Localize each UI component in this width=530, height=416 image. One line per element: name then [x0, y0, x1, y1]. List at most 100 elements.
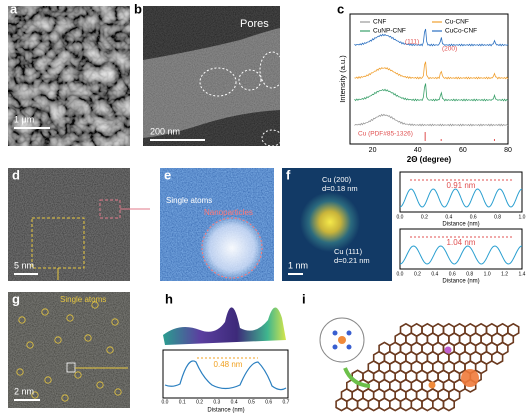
xrd-curve — [354, 113, 509, 127]
annotation: d=0.21 nm — [334, 256, 370, 265]
atom-marker — [44, 376, 52, 384]
atom-marker — [16, 368, 24, 376]
panel-label: e — [164, 167, 171, 182]
spacing-label: 0.48 nm — [214, 360, 243, 369]
scale-label: 2 nm — [14, 386, 34, 396]
fft-spot — [300, 192, 360, 252]
annotation: Single atoms — [60, 295, 106, 304]
annotation: Single atoms — [166, 196, 212, 205]
cluster — [461, 369, 479, 387]
plot-frame — [399, 171, 523, 213]
haadf-texture — [8, 292, 130, 408]
panel-label: a — [10, 1, 18, 16]
tick-label: 0.8 — [466, 271, 473, 277]
plot-frame — [349, 13, 509, 145]
hexagon — [378, 397, 391, 412]
tick-label: 0.6 — [470, 214, 477, 220]
hexagon — [356, 397, 370, 412]
atom-marker — [41, 308, 49, 316]
tick-label: 0.3 — [213, 399, 220, 405]
atom-marker — [66, 314, 74, 322]
plot-frame — [399, 228, 523, 270]
tick-label: 0.4 — [445, 214, 452, 220]
atom-marker — [18, 316, 26, 324]
tick-label: 80 — [504, 147, 512, 154]
tick-label: 0.4 — [431, 271, 438, 277]
zoom-box — [99, 199, 121, 219]
profile-line — [164, 360, 287, 391]
pore-outlines — [199, 51, 285, 147]
panel-label: d — [12, 167, 20, 182]
hexagon — [491, 350, 504, 366]
tick-label: 1.0 — [484, 271, 491, 277]
tick-label: 0.0 — [397, 271, 404, 277]
profile-line — [399, 188, 523, 208]
hexagon — [421, 397, 434, 412]
scale-label: 1 nm — [288, 260, 308, 270]
tick-label: 0.6 — [449, 271, 456, 277]
scale-label: 1 μm — [14, 114, 34, 124]
xrd-curve — [354, 83, 509, 102]
atom-marker — [111, 318, 119, 326]
tick-label: 0.5 — [248, 399, 255, 405]
tick-label: 1.4 — [519, 271, 526, 277]
arrow — [343, 367, 371, 388]
profile-line — [399, 245, 523, 265]
tick-label: 1.0 — [519, 214, 526, 220]
xrd-curve — [354, 61, 509, 80]
panel-label: c — [337, 1, 344, 16]
axis-label: Distance (nm) — [442, 222, 479, 228]
atom-marker — [84, 334, 92, 342]
atom-marker — [106, 346, 114, 354]
tick-label: 0.4 — [231, 399, 238, 405]
annotation: Nanoparticles — [204, 208, 253, 217]
tick-label: 0.7 — [283, 399, 290, 405]
atom-marker — [61, 394, 69, 402]
haadf-texture — [8, 168, 130, 281]
legend-label: CNF — [373, 19, 386, 26]
legend-label: CuNP-CNF — [373, 28, 406, 35]
tick-label: 20 — [369, 147, 377, 154]
tick-label: 0.2 — [414, 271, 421, 277]
reference-label: Cu (PDF#85-1326) — [358, 131, 413, 138]
surface-plot — [163, 307, 286, 345]
atom-markers — [16, 301, 122, 402]
hexagon — [399, 397, 413, 412]
atom-marker — [31, 391, 39, 399]
axis-label: 2Θ (degree) — [407, 155, 452, 164]
panel-label: h — [165, 291, 173, 306]
tick-label: 0.0 — [162, 399, 169, 405]
tick-label: 0.2 — [196, 399, 203, 405]
tick-label: 0.1 — [179, 399, 186, 405]
axis-label: Intensity (a.u.) — [338, 55, 347, 103]
hexagon — [410, 397, 423, 412]
atom-marker — [91, 301, 99, 309]
atom-marker — [54, 336, 62, 344]
atom-marker — [26, 341, 34, 349]
axis-label: Distance (nm) — [442, 279, 479, 285]
particle-outline — [201, 217, 263, 279]
molecule — [319, 317, 365, 363]
xrd-curve — [354, 28, 509, 47]
tick-label: 40 — [414, 147, 422, 154]
panel-label: g — [12, 291, 20, 306]
legend-label: Cu-CNF — [445, 19, 469, 26]
sem-texture — [8, 6, 130, 146]
peak-label: (200) — [442, 46, 457, 53]
hexagon — [389, 397, 402, 412]
xrd-curves — [354, 28, 509, 141]
panel-label: b — [134, 1, 142, 16]
tick-label: 0.6 — [265, 399, 272, 405]
lattice — [335, 322, 520, 412]
stem-texture — [143, 6, 280, 146]
spacing-label: 0.91 nm — [447, 181, 476, 190]
hexagon — [346, 397, 359, 412]
hexagon — [442, 397, 455, 412]
tick-label: 0.0 — [397, 214, 404, 220]
hexagon — [432, 397, 445, 412]
peak-label: (111) — [405, 39, 419, 46]
annotation: Cu (111) — [334, 247, 363, 256]
tick-label: 1.2 — [501, 271, 508, 277]
nanoparticle — [200, 216, 264, 280]
